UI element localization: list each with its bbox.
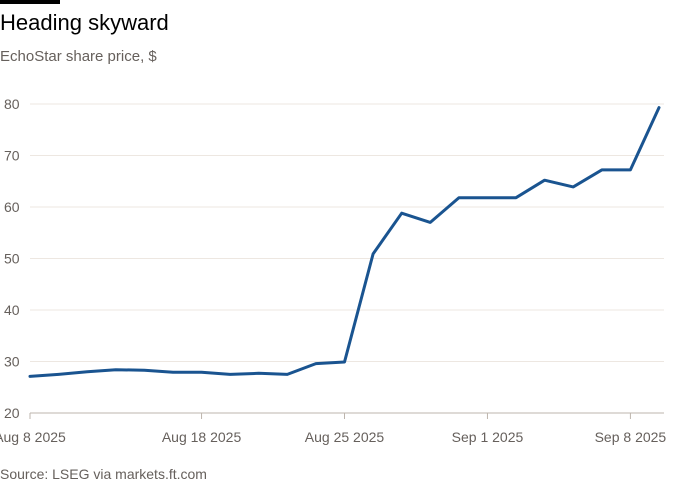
y-tick-label: 70 xyxy=(4,148,20,164)
y-tick-label: 40 xyxy=(4,302,20,318)
x-tick-label: Aug 25 2025 xyxy=(305,429,385,445)
series-lines xyxy=(28,106,661,378)
y-tick-label: 60 xyxy=(4,199,20,215)
chart-title: Heading skyward xyxy=(0,10,169,35)
x-tick-label: Sep 1 2025 xyxy=(452,429,524,445)
y-tick-label: 80 xyxy=(4,96,20,112)
chart-source: Source: LSEG via markets.ft.com xyxy=(0,466,207,482)
gridlines xyxy=(30,103,664,414)
x-tick-label: Sep 8 2025 xyxy=(595,429,667,445)
x-tick-label: Aug 8 2025 xyxy=(0,429,66,445)
y-tick-label: 20 xyxy=(4,405,20,421)
x-axis-ticks: Aug 8 2025 Aug 18 2025 Aug 25 2025 Sep 1 20… xyxy=(0,413,666,445)
y-tick-label: 30 xyxy=(4,354,20,370)
x-tick-label: Aug 18 2025 xyxy=(162,429,242,445)
y-tick-label: 50 xyxy=(4,251,20,267)
top-accent-bar xyxy=(0,0,60,4)
share-price-line xyxy=(28,106,661,378)
chart-subtitle: EchoStar share price, $ xyxy=(0,48,157,65)
y-axis-tick-labels: 20 30 40 50 60 70 80 xyxy=(4,96,20,421)
